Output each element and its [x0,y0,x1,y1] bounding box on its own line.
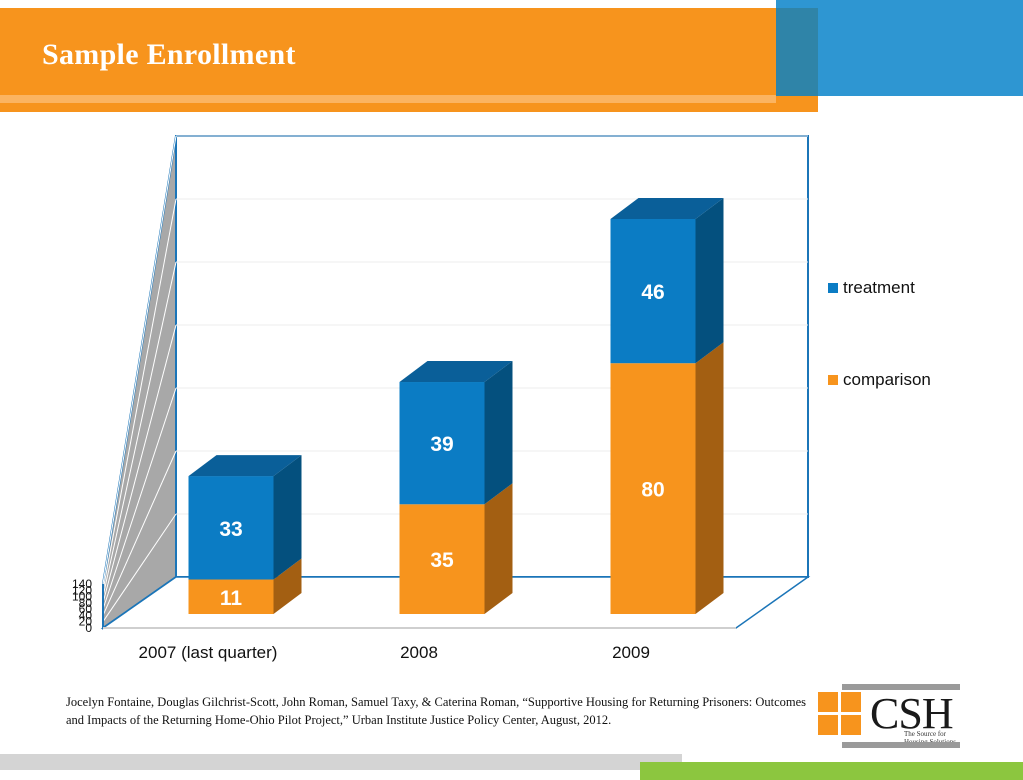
data-label-treatment-2: 46 [641,281,664,304]
side-wall [102,135,177,630]
bar-treatment-2 [610,219,696,364]
legend-item-comparison: comparison [828,370,931,390]
y-tick-label: 20 [79,615,93,629]
legend-label-treatment: treatment [843,278,915,297]
bar-side-comparison-1 [484,483,513,614]
gridline-side [102,387,177,610]
bar-side-treatment-0 [273,455,302,580]
bar-side-comparison-2 [695,342,724,614]
logo-bar-top [842,684,960,690]
y-tick-label: 40 [79,608,93,622]
bar-comparison-1 [399,504,485,614]
logo-bar-bottom [842,742,960,748]
x-tick-label: 2008 [400,643,438,662]
logo-wordmark: CSH [870,689,954,738]
x-tick-label: 2009 [612,643,650,662]
bar-treatment-0 [188,476,274,580]
gridline-side [102,135,177,585]
data-label-treatment-1: 39 [430,433,453,456]
csh-logo: CSH The Source for Housing Solutions [818,684,968,750]
footer-green-bar [640,762,1023,780]
logo-tagline-1: The Source for [904,730,946,738]
y-tick-label: 120 [72,583,92,597]
data-label-treatment-0: 33 [219,518,242,541]
data-label-comparison-2: 80 [641,479,664,502]
bar-comparison-2 [610,363,696,614]
y-tick-label: 100 [72,590,92,604]
gridline-side [102,513,177,622]
bar-side-treatment-1 [484,361,513,505]
title-banner [0,8,818,112]
legend-item-treatment: treatment [828,278,931,298]
gridline-side [102,324,177,603]
data-label-comparison-1: 35 [430,549,454,572]
legend-swatch-comparison [828,375,838,385]
bar-top-treatment-0 [188,455,302,477]
bar-side-comparison-0 [273,558,302,614]
bar-top-treatment-2 [610,198,724,219]
citation: Jocelyn Fontaine, Douglas Gilchrist-Scot… [66,695,807,727]
chart-legend: treatment comparison [828,278,931,462]
banner-stripe [0,95,776,103]
y-tick-label: 60 [79,602,93,616]
footer-gray-bar [0,754,682,770]
y-tick-label: 80 [79,596,93,610]
gridline-side [102,198,177,591]
legend-label-comparison: comparison [843,370,931,389]
slide-title: Sample Enrollment [42,38,296,71]
logo-grid-icon [818,692,862,736]
gridline-side [102,450,177,616]
bar-side-treatment-2 [695,198,724,364]
bar-comparison-0 [188,579,274,614]
data-label-comparison-0: 11 [220,587,243,610]
gridline-side [102,261,177,597]
accent-overlap [776,8,818,96]
x-tick-label: 2007 (last quarter) [139,643,278,662]
legend-swatch-treatment [828,283,838,293]
y-tick-label: 140 [72,577,92,591]
y-tick-label: 0 [85,621,92,635]
bar-top-treatment-1 [399,361,513,383]
bar-treatment-1 [399,382,485,505]
